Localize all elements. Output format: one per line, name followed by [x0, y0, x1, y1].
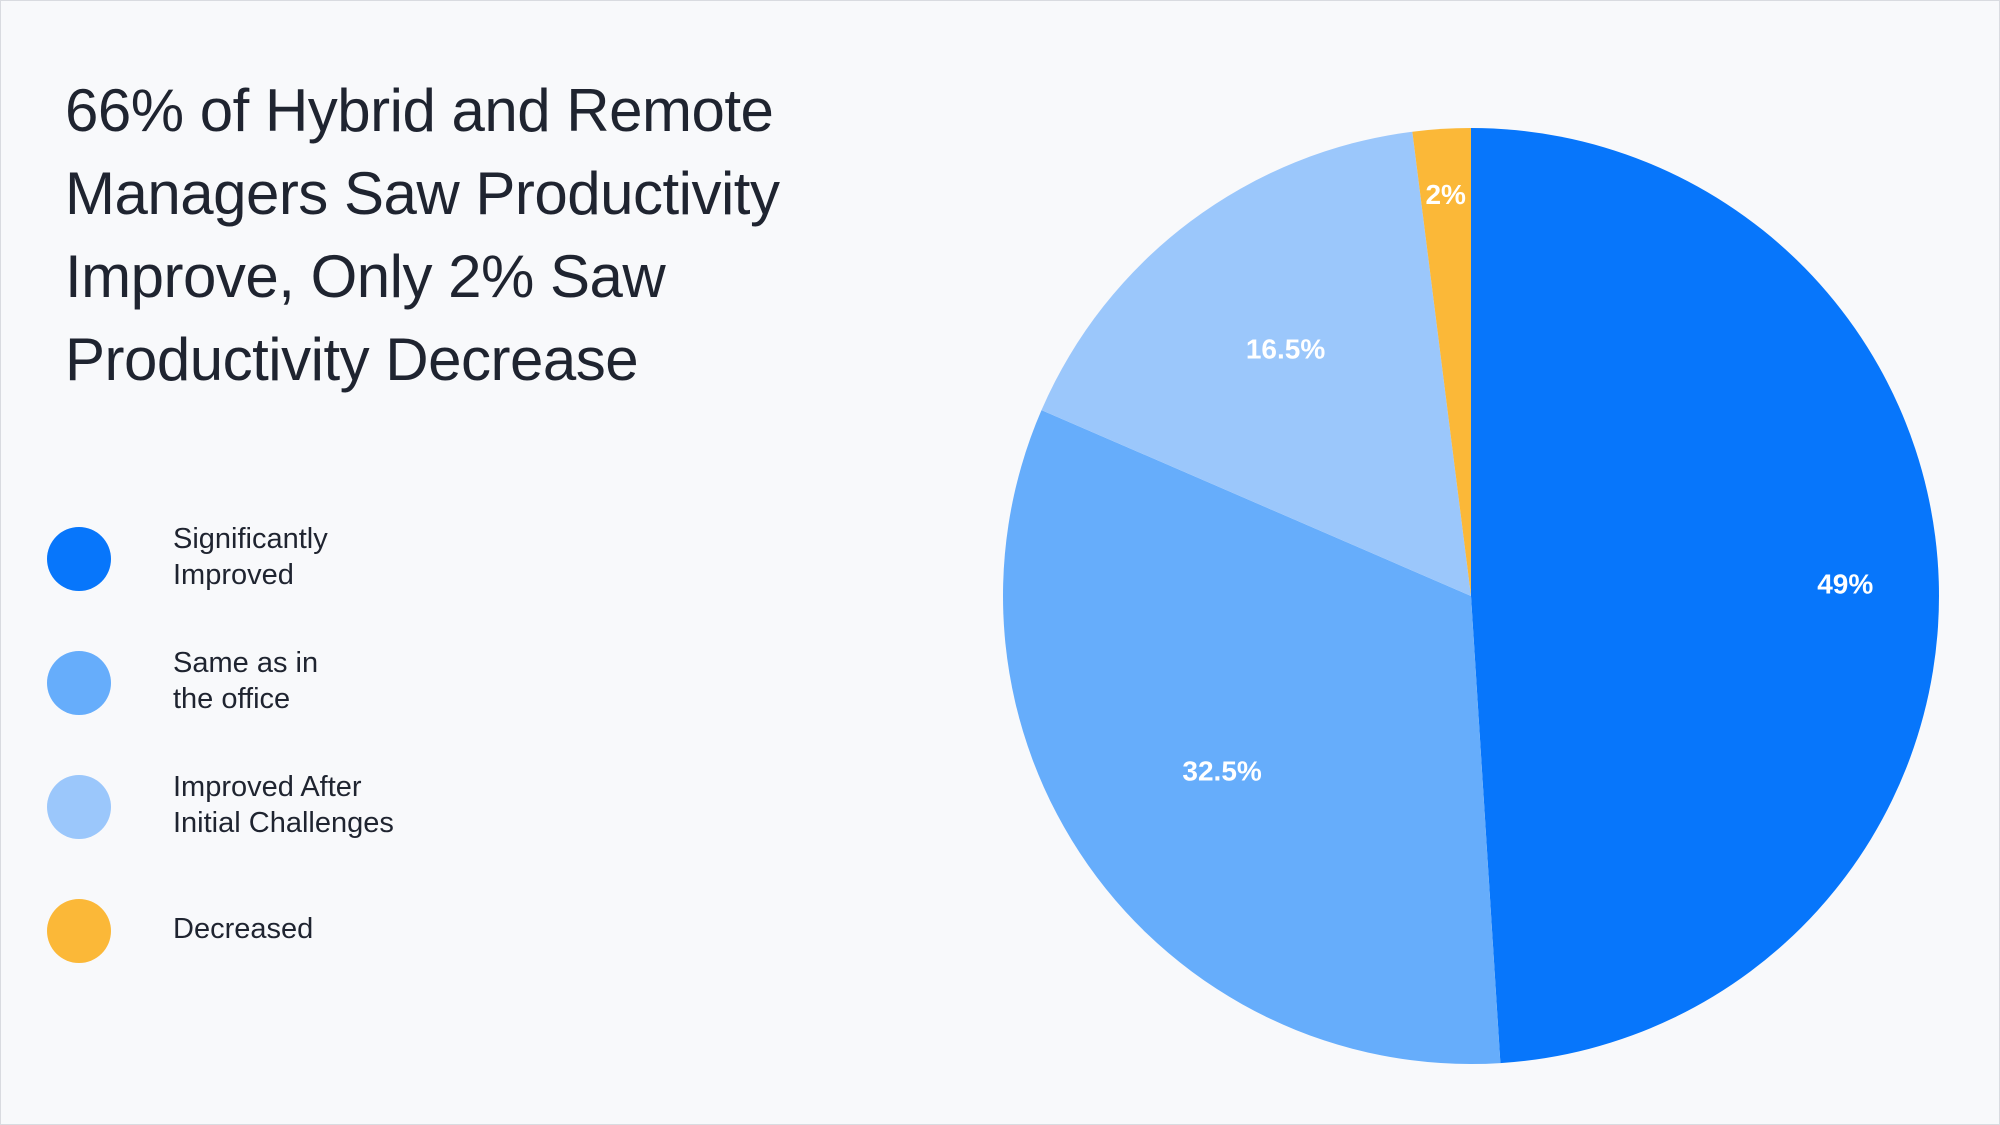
legend-item-decreased: Decreased — [47, 893, 567, 1017]
slice-label-same-as-office: 32.5% — [1182, 755, 1261, 786]
slice-label-improved-after-challenges: 16.5% — [1246, 333, 1325, 364]
legend-label-decreased: Decreased — [173, 913, 314, 945]
legend-label-same-as-office: Same as in the office — [173, 647, 319, 715]
chart-title: 66% of Hybrid and Remote Managers Saw Pr… — [65, 77, 780, 393]
pie-slice-same-as-office — [1003, 410, 1501, 1065]
legend: Significantly Improved Same as in the of… — [47, 521, 567, 1017]
slice-label-decreased: 2% — [1425, 179, 1466, 210]
legend-swatch-same-as-office — [47, 651, 111, 715]
slice-label-significantly-improved: 49% — [1817, 569, 1873, 600]
legend-item-significantly-improved: Significantly Improved — [47, 521, 567, 645]
legend-label-significantly-improved: Significantly Improved — [173, 523, 328, 591]
pie-slice-significantly-improved — [1471, 128, 1940, 1064]
pie-slice-improved-after-challenges — [1041, 131, 1471, 597]
pie-chart: 49% 32.5% 16.5% 2% — [1003, 128, 1940, 1065]
legend-swatch-improved-after-challenges — [47, 775, 111, 839]
legend-item-improved-after-challenges: Improved After Initial Challenges — [47, 769, 567, 893]
legend-swatch-significantly-improved — [47, 527, 111, 591]
legend-swatch-decreased — [47, 899, 111, 963]
legend-label-improved-after-challenges: Improved After Initial Challenges — [173, 771, 394, 839]
legend-item-same-as-office: Same as in the office — [47, 645, 567, 769]
pie-slice-decreased — [1412, 128, 1471, 596]
